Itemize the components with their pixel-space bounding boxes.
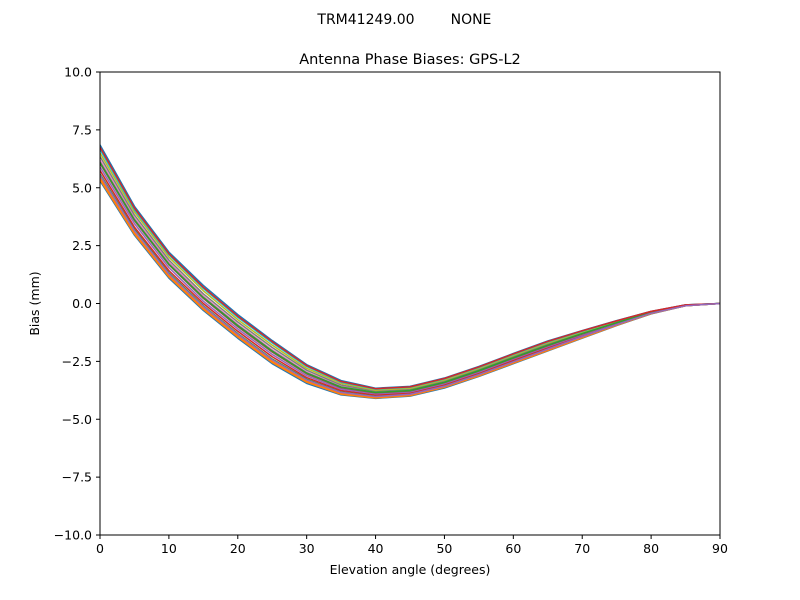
y-tick-label: −2.5: [62, 354, 92, 369]
y-tick-label: −5.0: [62, 412, 92, 427]
y-axis: 10.0 7.5 5.0 2.5 0.0 −2.5 −5.0 −7.5 −10.0: [54, 65, 100, 543]
series-line-14: [100, 146, 720, 390]
y-tick-label: 2.5: [72, 238, 92, 253]
x-tick-label: 10: [161, 541, 177, 556]
y-axis-label: Bias (mm): [27, 271, 42, 335]
chart-title: Antenna Phase Biases: GPS-L2: [299, 52, 521, 68]
x-tick-label: 50: [436, 541, 452, 556]
x-tick-label: 0: [96, 541, 104, 556]
y-tick-label: 7.5: [72, 122, 92, 137]
y-tick-label: −7.5: [62, 470, 92, 485]
y-tick-label: 0.0: [72, 296, 92, 311]
x-tick-label: 30: [299, 541, 315, 556]
x-tick-label: 80: [643, 541, 659, 556]
series-line-13: [100, 161, 720, 394]
y-tick-label: 5.0: [72, 180, 92, 195]
suptitle-receiver: TRM41249.00: [316, 12, 414, 28]
x-axis: 0 10 20 30 40 50 60 70 80 90: [96, 535, 728, 556]
series-layer: [100, 144, 720, 400]
x-tick-label: 70: [574, 541, 590, 556]
x-tick-label: 90: [712, 541, 728, 556]
x-tick-label: 40: [368, 541, 384, 556]
x-tick-label: 20: [230, 541, 246, 556]
suptitle-radome: NONE: [451, 12, 492, 28]
x-tick-label: 60: [505, 541, 521, 556]
series-line-15: [100, 174, 720, 398]
x-axis-label: Elevation angle (degrees): [330, 562, 491, 577]
y-tick-label: −10.0: [54, 528, 92, 543]
y-tick-label: 10.0: [64, 65, 92, 80]
